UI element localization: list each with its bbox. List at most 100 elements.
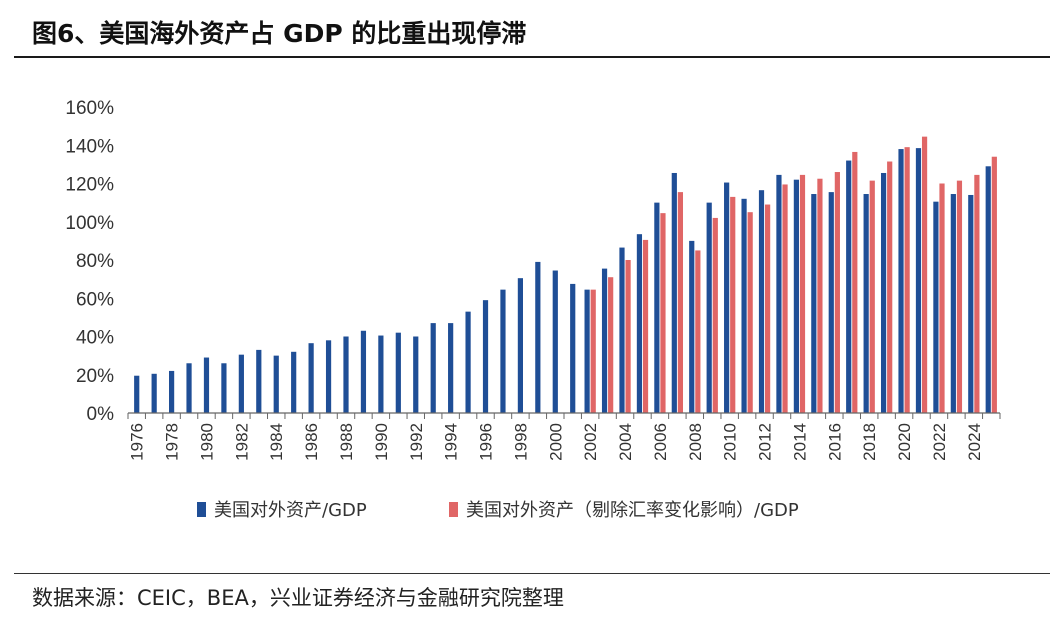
bar-1989-series-1	[360, 330, 367, 413]
x-tick-label: 1988	[337, 423, 356, 461]
bar-1983-series-1	[256, 349, 262, 413]
bar-2001-series-1	[570, 283, 576, 413]
bar-2023-series-1	[950, 194, 956, 413]
bar-1977-series-1	[151, 373, 157, 413]
y-tick-label: 120%	[65, 175, 114, 196]
bar-2011-series-1	[741, 198, 747, 413]
bar-2008-series-1	[689, 240, 695, 414]
bar-chart: 0% 20% 40% 60% 80% 100% 120% 140% 160% 1976 1978 1…	[0, 60, 1062, 570]
bar-2004-series-2	[625, 260, 631, 413]
bar-2017-series-1	[846, 160, 852, 413]
bar-2002-series-1	[584, 289, 590, 413]
bar-2010-series-1	[724, 182, 730, 413]
bar-2018-series-2	[869, 180, 875, 413]
bar-1997-series-1	[500, 289, 506, 413]
bar-2015-series-2	[817, 178, 823, 413]
bar-2011-series-2	[747, 212, 753, 413]
bar-2002-series-2	[590, 289, 596, 413]
bar-1999-series-1	[535, 261, 541, 413]
bar-2005-series-2	[642, 239, 649, 413]
x-tick-label: 2000	[546, 423, 565, 461]
y-tick-label: 100%	[65, 213, 114, 234]
bar-2020-series-2	[904, 147, 910, 413]
bar-1991-series-1	[395, 332, 401, 413]
bar-2007-series-1	[671, 172, 677, 413]
bar-1980-series-1	[203, 357, 210, 413]
legend-label-2: 美国对外资产（剔除汇率变化影响）/GDP	[466, 500, 799, 521]
chart-legend: 美国对外资产/GDP 美国对外资产（剔除汇率变化影响）/GDP	[197, 500, 799, 521]
bar-2004-series-1	[619, 247, 625, 413]
bar-2015-series-1	[811, 194, 817, 413]
bar-1986-series-1	[308, 343, 314, 413]
x-tick-label: 1986	[302, 423, 321, 461]
bar-2009-series-1	[706, 202, 712, 414]
x-tick-label: 2016	[825, 423, 844, 461]
y-tick-label: 40%	[76, 328, 114, 349]
bar-2024-series-2	[974, 174, 980, 413]
x-tick-label: 2014	[790, 423, 809, 461]
x-tick-label: 1998	[511, 423, 530, 461]
bar-2006-series-2	[660, 213, 666, 413]
x-tick-label: 1984	[267, 423, 286, 461]
bar-1988-series-1	[343, 336, 349, 413]
bar-2021-series-2	[921, 136, 928, 413]
bar-2019-series-2	[887, 161, 893, 413]
bar-2022-series-1	[933, 201, 939, 413]
x-tick-label: 1992	[407, 423, 426, 461]
bar-1990-series-1	[378, 335, 384, 413]
x-tick-label: 1994	[442, 423, 461, 461]
bar-2013-series-2	[782, 184, 788, 413]
bar-1978-series-1	[169, 370, 175, 413]
y-tick-label: 80%	[76, 251, 114, 272]
x-tick-label: 1982	[232, 423, 251, 461]
bar-2020-series-1	[898, 149, 904, 413]
source-divider	[14, 573, 1050, 574]
x-tick-label: 2018	[860, 423, 879, 461]
bar-1985-series-1	[291, 351, 297, 413]
y-tick-label: 60%	[76, 289, 114, 310]
x-axis-ticks	[127, 413, 1001, 419]
bar-2008-series-2	[695, 250, 701, 413]
bar-2022-series-2	[939, 183, 945, 413]
x-axis-labels: 1976 1978 1980 1982 1984 1986 1988 1990 1992 1994…	[128, 423, 984, 461]
bar-2016-series-2	[834, 172, 840, 413]
bar-2017-series-2	[852, 151, 858, 413]
bar-2025-series-2	[991, 156, 997, 413]
x-tick-label: 2006	[651, 423, 670, 461]
bar-2025-series-1	[985, 166, 991, 413]
bar-1998-series-1	[517, 278, 523, 413]
bar-2021-series-1	[915, 148, 922, 413]
bar-2013-series-1	[776, 174, 782, 413]
x-tick-label: 1990	[372, 423, 391, 461]
bar-1996-series-1	[482, 300, 489, 413]
bar-1987-series-1	[325, 340, 332, 413]
y-tick-label: 20%	[76, 366, 114, 387]
bar-1976-series-1	[134, 375, 140, 413]
page-title: 图6、美国海外资产占 GDP 的比重出现停滞	[32, 19, 527, 48]
title-divider	[14, 56, 1050, 58]
x-tick-label: 2010	[721, 423, 740, 461]
bar-2012-series-1	[758, 190, 765, 413]
bar-2009-series-2	[712, 217, 718, 413]
x-tick-label: 2012	[756, 423, 775, 461]
bar-2014-series-1	[793, 179, 799, 413]
bar-2023-series-2	[956, 180, 963, 413]
legend-swatch-1	[197, 502, 206, 517]
bar-1992-series-1	[413, 336, 419, 413]
chart-canvas: 0%20%40%60%80%100%120%140%160% 1976 1978 1…	[65, 98, 1001, 521]
x-tick-label: 1978	[163, 423, 182, 461]
bar-1982-series-1	[238, 354, 244, 413]
bars	[134, 136, 997, 414]
bar-1984-series-1	[273, 355, 279, 414]
x-tick-label: 1976	[128, 423, 147, 461]
bar-2019-series-1	[880, 172, 887, 413]
y-tick-label: 0%	[87, 404, 115, 425]
x-tick-label: 2002	[581, 423, 600, 461]
legend-label-1: 美国对外资产/GDP	[214, 500, 367, 521]
source-note: 数据来源：CEIC，BEA，兴业证券经济与金融研究院整理	[32, 586, 564, 610]
x-tick-label: 2020	[895, 423, 914, 461]
bar-2016-series-1	[828, 192, 834, 413]
y-axis-labels: 0% 20% 40% 60% 80% 100% 120% 140% 160%	[65, 98, 114, 425]
x-tick-label: 1996	[477, 423, 496, 461]
bar-1993-series-1	[430, 323, 436, 413]
